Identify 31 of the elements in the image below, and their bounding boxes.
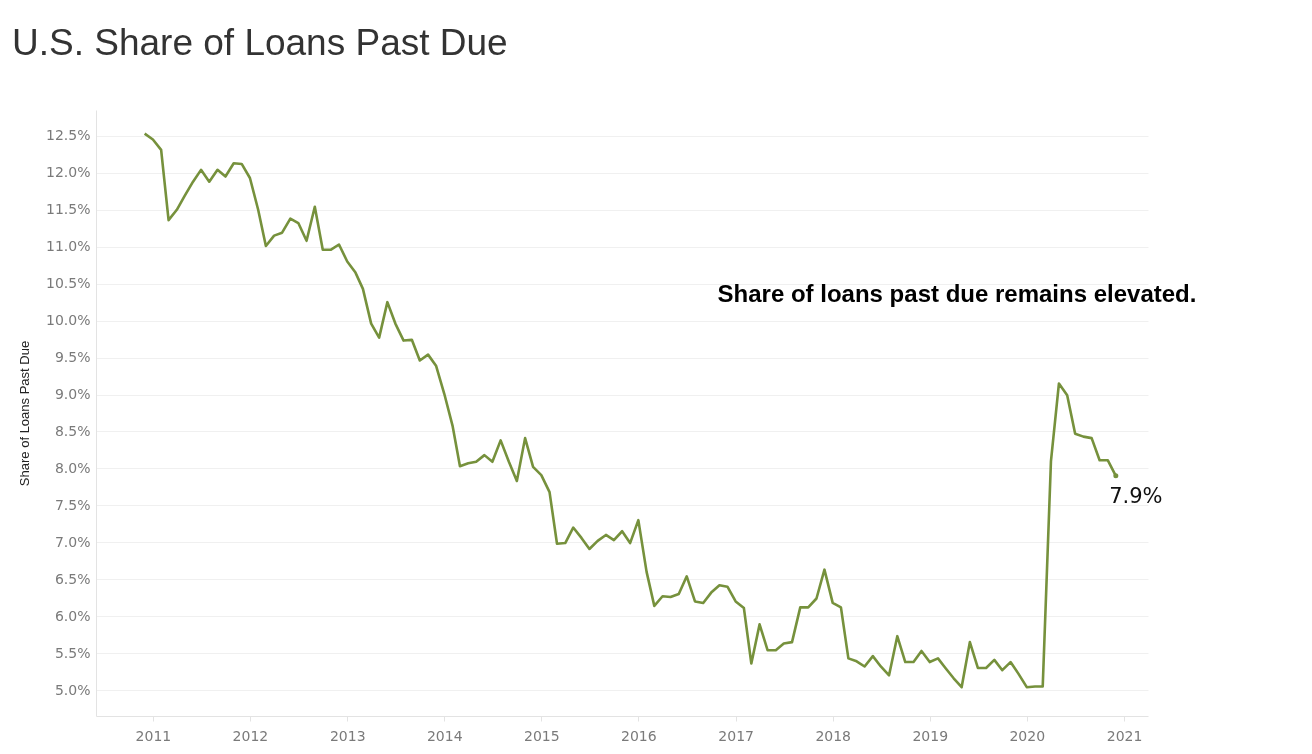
y-tick-label: 7.5% bbox=[54, 496, 91, 513]
x-tick-label: 2015 bbox=[523, 727, 560, 744]
annotation: Share of loans past due remains elevated. bbox=[717, 280, 1197, 307]
y-tick-label: 6.5% bbox=[54, 570, 91, 587]
x-tick-label: 2018 bbox=[815, 727, 852, 744]
y-tick-label: 11.0% bbox=[46, 238, 91, 255]
y-tick-label: 10.5% bbox=[46, 275, 91, 292]
y-tick-label: 5.5% bbox=[54, 644, 91, 661]
annotation: 7.9% bbox=[1109, 483, 1163, 508]
x-tick-label: 2013 bbox=[329, 727, 366, 744]
y-tick-label: 12.0% bbox=[46, 164, 91, 181]
y-tick-label: 9.5% bbox=[54, 349, 91, 366]
x-tick-label: 2021 bbox=[1106, 727, 1143, 744]
chart-title: U.S. Share of Loans Past Due bbox=[12, 22, 508, 64]
x-tick-label: 2011 bbox=[135, 727, 172, 744]
x-tick-label: 2017 bbox=[718, 727, 754, 744]
x-tick-label: 2020 bbox=[1009, 727, 1046, 744]
y-tick-label: 9.0% bbox=[54, 386, 91, 403]
x-tick-label: 2012 bbox=[232, 727, 269, 744]
y-tick-label: 11.5% bbox=[46, 201, 91, 218]
y-axis-title: Share of Loans Past Due bbox=[17, 340, 33, 487]
x-tick-label: 2014 bbox=[426, 727, 463, 744]
y-tick-label: 8.5% bbox=[54, 422, 91, 439]
y-tick-label: 6.0% bbox=[54, 607, 91, 624]
x-tick-label: 2019 bbox=[912, 727, 949, 744]
x-tick-label: 2016 bbox=[621, 727, 657, 744]
y-tick-label: 8.0% bbox=[54, 459, 91, 476]
y-tick-label: 5.0% bbox=[54, 681, 91, 698]
y-tick-label: 10.0% bbox=[46, 312, 91, 329]
y-tick-label: 12.5% bbox=[46, 127, 91, 144]
y-tick-label: 7.0% bbox=[54, 533, 91, 550]
